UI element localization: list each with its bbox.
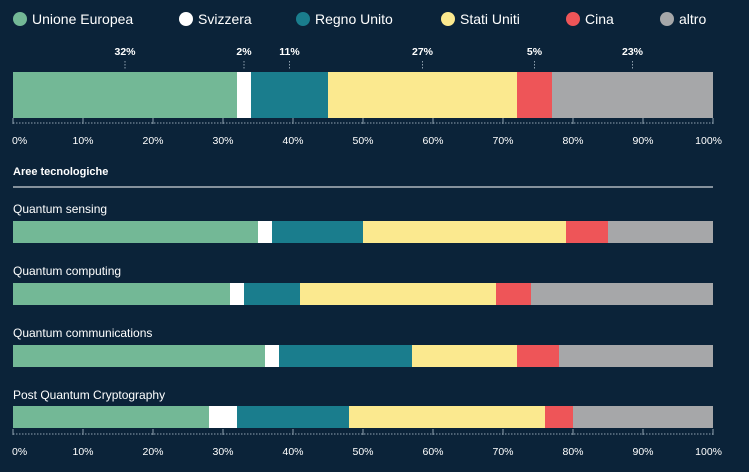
bar-quantum-sensing-segment-cina — [566, 221, 608, 243]
total-bar-segment-regno-unito — [251, 72, 328, 118]
top-tick-label-20: 20% — [142, 135, 163, 147]
bar-quantum-sensing-segment-unione-europea — [13, 221, 258, 243]
category-bars: Quantum sensing Quantum computing Quantum … — [13, 202, 713, 428]
top-tick-label-40: 40% — [282, 135, 303, 147]
bar-quantum-computing-segment-stati-uniti — [300, 283, 496, 305]
total-bar-segment-stati-uniti — [328, 72, 517, 118]
total-bar-segment-svizzera — [237, 72, 251, 118]
total-label-svizzera: 2% — [236, 46, 252, 58]
bar-post-quantum-cryptography-segment-stati-uniti — [349, 406, 545, 428]
legend-swatch-stati-uniti — [441, 12, 455, 26]
x-axis-bottom: 0% 10% 20% 30% 40% 50% 60% 70% 80% 90% 100% — [12, 429, 722, 458]
legend-label-cina: Cina — [585, 11, 614, 27]
bar-quantum-computing-segment-regno-unito — [244, 283, 300, 305]
bar-post-quantum-cryptography-segment-regno-unito — [237, 406, 349, 428]
top-tick-label-90: 90% — [632, 135, 653, 147]
bottom-tick-label-30: 30% — [212, 446, 233, 458]
bar-quantum-sensing-segment-regno-unito — [272, 221, 363, 243]
top-tick-label-30: 30% — [212, 135, 233, 147]
bottom-tick-label-20: 20% — [142, 446, 163, 458]
total-label-altro: 23% — [622, 46, 644, 58]
legend-label-regno-unito: Regno Unito — [315, 11, 393, 27]
bar-quantum-communications-segment-regno-unito — [279, 345, 412, 367]
legend-swatch-altro — [660, 12, 674, 26]
legend-label-stati-uniti: Stati Uniti — [460, 11, 520, 27]
total-label-cina: 5% — [527, 46, 543, 58]
bottom-tick-label-100: 100% — [695, 446, 722, 458]
bar-post-quantum-cryptography-segment-svizzera — [209, 406, 237, 428]
legend-label-unione-europea: Unione Europea — [32, 11, 133, 27]
category-label-quantum-communications: Quantum communications — [13, 326, 152, 340]
top-tick-label-70: 70% — [492, 135, 513, 147]
bar-quantum-computing-segment-svizzera — [230, 283, 244, 305]
section-title: Aree tecnologiche — [13, 166, 108, 178]
bar-post-quantum-cryptography-segment-altro — [573, 406, 713, 428]
bottom-tick-label-70: 70% — [492, 446, 513, 458]
total-bar-segment-cina — [517, 72, 552, 118]
bottom-tick-label-0: 0% — [12, 446, 27, 458]
total-bar-segment-unione-europea — [13, 72, 237, 118]
bottom-tick-label-40: 40% — [282, 446, 303, 458]
top-tick-label-100: 100% — [695, 135, 722, 147]
category-label-post-quantum-cryptography: Post Quantum Cryptography — [13, 388, 165, 402]
top-tick-label-50: 50% — [352, 135, 373, 147]
bottom-tick-label-10: 10% — [72, 446, 93, 458]
legend-swatch-svizzera — [179, 12, 193, 26]
legend-swatch-unione-europea — [13, 12, 27, 26]
legend-swatch-regno-unito — [296, 12, 310, 26]
bottom-tick-label-90: 90% — [632, 446, 653, 458]
top-tick-label-60: 60% — [422, 135, 443, 147]
legend-label-svizzera: Svizzera — [198, 11, 252, 27]
legend-label-altro: altro — [679, 11, 706, 27]
total-label-unione-europea: 32% — [114, 46, 136, 58]
top-tick-label-0: 0% — [12, 135, 27, 147]
bottom-tick-label-50: 50% — [352, 446, 373, 458]
category-row-quantum-communications: Quantum communications — [13, 326, 713, 367]
category-row-quantum-sensing: Quantum sensing — [13, 202, 713, 243]
section-header: Aree tecnologiche — [13, 166, 713, 188]
bar-quantum-communications-segment-svizzera — [265, 345, 279, 367]
total-bar: 32% 2% 11% 27% 5% 23% — [13, 46, 713, 118]
bar-quantum-computing-segment-altro — [531, 283, 713, 305]
bar-quantum-sensing-segment-altro — [608, 221, 713, 243]
total-bar-segment-altro — [552, 72, 713, 118]
bar-quantum-computing-segment-cina — [496, 283, 531, 305]
bar-quantum-sensing-segment-svizzera — [258, 221, 272, 243]
category-row-post-quantum-cryptography: Post Quantum Cryptography — [13, 388, 713, 428]
bar-quantum-computing-segment-unione-europea — [13, 283, 230, 305]
top-tick-label-10: 10% — [72, 135, 93, 147]
top-tick-label-80: 80% — [562, 135, 583, 147]
bar-quantum-communications-segment-cina — [517, 345, 559, 367]
bar-quantum-communications-segment-unione-europea — [13, 345, 265, 367]
x-axis-top: 0% 10% 20% 30% 40% 50% 60% 70% 80% 90% 100% — [12, 118, 722, 147]
bar-post-quantum-cryptography-segment-unione-europea — [13, 406, 209, 428]
legend-swatch-cina — [566, 12, 580, 26]
category-label-quantum-sensing: Quantum sensing — [13, 202, 107, 216]
bar-quantum-communications-segment-altro — [559, 345, 713, 367]
total-label-regno-unito: 11% — [279, 46, 300, 58]
bottom-tick-label-60: 60% — [422, 446, 443, 458]
category-row-quantum-computing: Quantum computing — [13, 264, 713, 305]
bar-quantum-communications-segment-stati-uniti — [412, 345, 517, 367]
bar-post-quantum-cryptography-segment-cina — [545, 406, 573, 428]
bar-quantum-sensing-segment-stati-uniti — [363, 221, 566, 243]
category-label-quantum-computing: Quantum computing — [13, 264, 121, 278]
bottom-tick-label-80: 80% — [562, 446, 583, 458]
total-label-stati-uniti: 27% — [412, 46, 434, 58]
legend: Unione Europea Svizzera Regno Unito Stati U… — [13, 11, 706, 27]
